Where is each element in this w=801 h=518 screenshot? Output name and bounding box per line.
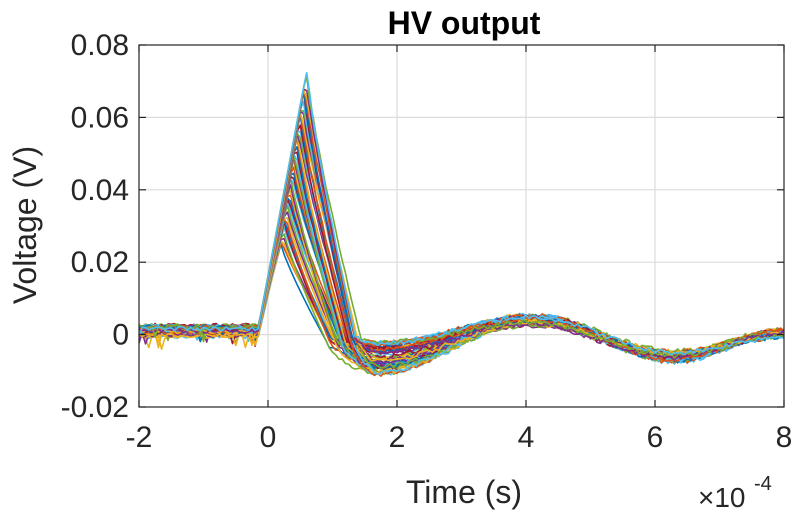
y-tick-label: 0.08 — [71, 29, 129, 62]
x-axis-label: Time (s) — [406, 474, 522, 510]
y-tick-label: 0.06 — [71, 101, 129, 134]
traces — [138, 71, 785, 378]
grid — [139, 45, 784, 407]
x-tick-label: 8 — [776, 421, 793, 454]
x-tick-label: 4 — [518, 421, 535, 454]
x-exponent-power: -4 — [754, 473, 772, 495]
y-axis-label: Voltage (V) — [7, 146, 43, 304]
tick-labels: -2 0 2 4 6 8 -0.02 0 0.02 0.04 0.06 0.08 — [61, 29, 793, 454]
x-tick-label: 6 — [647, 421, 664, 454]
plot-frame — [138, 44, 785, 408]
x-exponent-base: ×10 — [698, 482, 746, 513]
axes — [138, 44, 785, 408]
y-tick-label: 0.02 — [71, 246, 129, 279]
series-line — [138, 75, 785, 359]
y-tick-label: 0 — [112, 319, 129, 352]
series-line — [138, 88, 785, 361]
y-tick-label: -0.02 — [61, 391, 129, 424]
y-tick-label: 0.04 — [71, 174, 129, 207]
series-line — [138, 71, 785, 356]
x-tick-label: -2 — [126, 421, 153, 454]
x-tick-label: 2 — [389, 421, 406, 454]
x-tick-label: 0 — [260, 421, 277, 454]
chart-title: HV output — [388, 5, 541, 41]
